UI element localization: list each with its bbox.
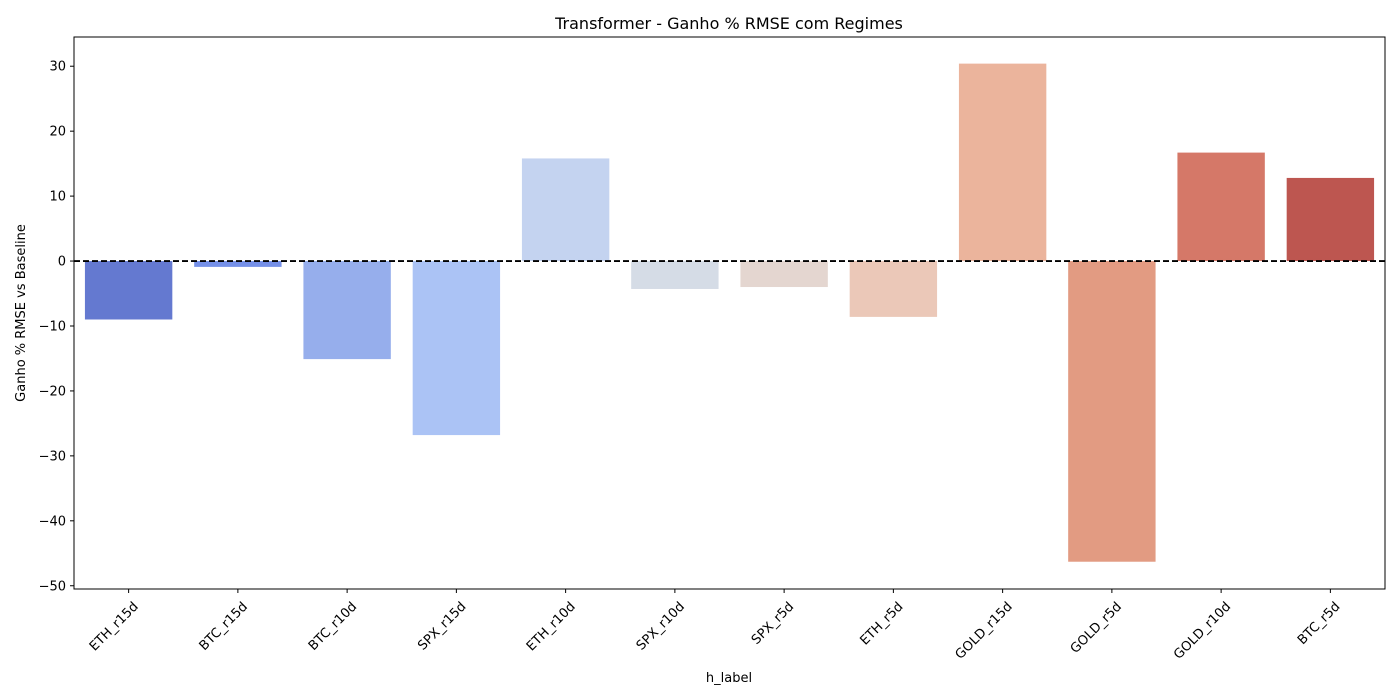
x-axis-label: h_label	[706, 671, 752, 686]
bar-GOLD_r5d	[1068, 261, 1156, 562]
bar-BTC_r15d	[194, 261, 282, 267]
x-tick-label: GOLD_r10d	[1171, 599, 1234, 662]
x-tick-label: ETH_r10d	[524, 599, 579, 654]
bar-ETH_r10d	[521, 158, 610, 262]
bar-SPX_r10d	[631, 261, 719, 289]
bar-ETH_r5d	[849, 261, 938, 317]
bar-GOLD_r10d	[1177, 152, 1265, 262]
y-axis: −50 −40 −30 −20 −10 0 10 20 30	[39, 60, 74, 594]
y-axis-label: Ganho % RMSE vs Baseline	[14, 224, 29, 402]
x-tick-label: GOLD_r15d	[953, 599, 1016, 662]
x-tick-label: SPX_r10d	[634, 599, 688, 653]
y-tick-label: −20	[39, 384, 66, 399]
bar-BTC_r5d	[1286, 177, 1375, 262]
x-tick-label: SPX_r5d	[749, 599, 797, 647]
bars-group	[84, 63, 1375, 562]
y-tick-label: −10	[39, 319, 66, 334]
x-tick-label: GOLD_r5d	[1068, 599, 1125, 656]
y-tick-label: 0	[58, 255, 66, 270]
x-tick-label: BTC_r5d	[1295, 599, 1343, 647]
bar-BTC_r10d	[303, 261, 391, 360]
y-tick-label: −40	[39, 514, 66, 529]
y-tick-label: 20	[49, 125, 66, 140]
x-tick-label: ETH_r15d	[87, 599, 142, 654]
bar-ETH_r15d	[84, 261, 173, 320]
x-tick-label: SPX_r15d	[415, 599, 469, 653]
x-tick-label: BTC_r10d	[306, 599, 360, 653]
y-tick-label: 30	[49, 60, 66, 75]
y-tick-label: −50	[39, 579, 66, 594]
bar-GOLD_r15d	[958, 63, 1047, 262]
x-tick-label: ETH_r5d	[857, 599, 906, 648]
x-axis: ETH_r15d BTC_r15d BTC_r10d SPX_r15d ETH_r10d…	[87, 589, 1343, 663]
plot-frame	[73, 36, 1386, 590]
x-tick-label: BTC_r15d	[197, 599, 251, 653]
y-tick-label: 10	[49, 190, 66, 205]
bar-SPX_r5d	[740, 261, 828, 288]
bar-SPX_r15d	[412, 261, 501, 436]
chart-title: Transformer - Ganho % RMSE com Regimes	[554, 14, 903, 33]
y-tick-label: −30	[39, 449, 66, 464]
